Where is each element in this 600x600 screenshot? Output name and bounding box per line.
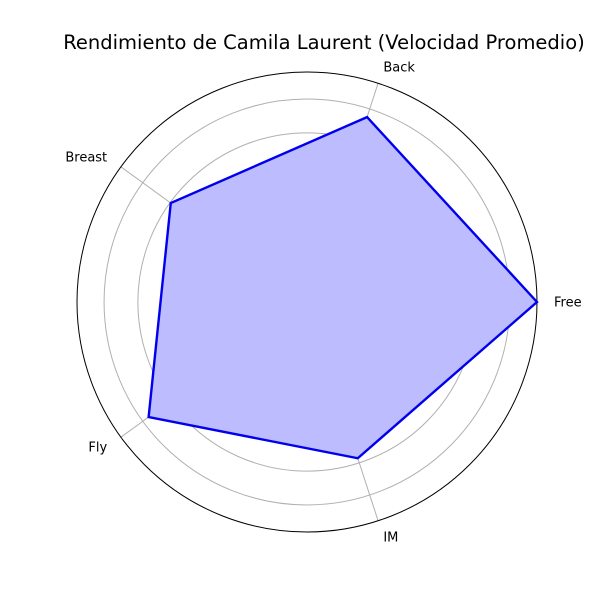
series-group [147,115,539,460]
labels-group: Free Back Breast Fly IM [65,61,581,546]
axis-label-breast: Breast [65,150,107,165]
axis-label-back: Back [383,61,415,76]
series-line [147,115,539,460]
axis-label-im: IM [383,530,398,545]
axis-label-fly: Fly [88,441,107,456]
chart-title: Rendimiento de Camila Laurent (Velocidad… [63,31,585,54]
series-area [148,117,537,459]
axis-label-free: Free [554,296,582,311]
